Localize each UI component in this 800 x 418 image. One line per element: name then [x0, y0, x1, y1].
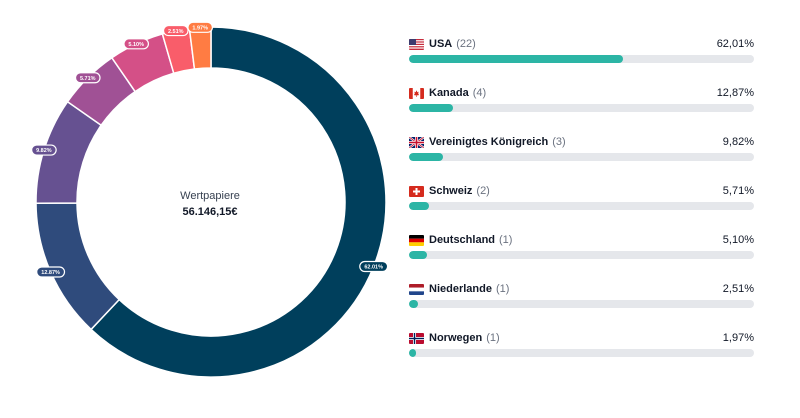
legend-row-schweiz[interactable]: Schweiz (2) 5,71%: [409, 177, 754, 226]
slice-label: 9.82%: [31, 144, 57, 156]
slice-label: 5.71%: [74, 72, 101, 84]
center-title: Wertpapiere: [180, 190, 240, 202]
slice-label: 1.97%: [187, 21, 214, 33]
progress-track: [409, 349, 754, 357]
legend-count: (3): [552, 136, 566, 148]
slice-label-text: 1.97%: [192, 26, 208, 32]
legend-row-uk[interactable]: Vereinigtes Königreich (3) 9,82%: [409, 128, 754, 177]
legend-percent: 62,01%: [716, 38, 754, 50]
germany-flag-icon: [409, 234, 424, 246]
legend-percent: 12,87%: [716, 87, 754, 99]
progress-track: [409, 202, 754, 210]
progress-fill: [409, 104, 454, 112]
legend-count: (2): [476, 185, 490, 197]
legend-name: Kanada: [429, 87, 469, 99]
slice-label-text: 9.82%: [36, 148, 52, 154]
progress-fill: [409, 55, 623, 63]
netherlands-flag-icon: [409, 283, 424, 295]
legend-name: Vereinigtes Königreich: [429, 136, 549, 148]
legend-count: (22): [456, 38, 476, 50]
legend-percent: 5,71%: [722, 185, 754, 197]
slice-label: 62.01%: [359, 260, 389, 273]
donut-slice-usa[interactable]: [90, 26, 387, 378]
progress-fill: [409, 202, 429, 210]
norway-flag-icon: [409, 332, 424, 344]
country-legend: USA (22) 62,01% Kanada (4) 12,87% Verein…: [409, 30, 754, 373]
legend-percent: 5,10%: [722, 234, 754, 246]
legend-name: Norwegen: [429, 332, 483, 344]
donut-chart: 62.01% 12.87% 9.82% 5.71% 5.10% 2.51% 1.97%: [31, 21, 389, 378]
legend-row-kanada[interactable]: Kanada (4) 12,87%: [409, 79, 754, 128]
progress-fill: [409, 153, 443, 161]
legend-row-deutschland[interactable]: Deutschland (1) 5,10%: [409, 226, 754, 275]
legend-count: (1): [499, 234, 513, 246]
slice-label-text: 2.51%: [168, 29, 184, 35]
legend-name: USA: [429, 38, 453, 50]
us-flag-icon: [409, 38, 424, 50]
legend-count: (1): [495, 283, 510, 295]
progress-fill: [409, 251, 427, 259]
legend-name: Deutschland: [429, 234, 496, 246]
progress-fill: [409, 300, 418, 308]
slice-label: 5.10%: [123, 38, 150, 50]
legend-row-niederlande[interactable]: Niederlande (1) 2,51%: [409, 275, 754, 324]
slice-label-text: 62.01%: [364, 265, 383, 271]
legend-percent: 9,82%: [722, 136, 754, 148]
progress-track: [409, 251, 754, 259]
progress-track: [409, 55, 754, 63]
progress-fill: [409, 349, 416, 357]
progress-track: [409, 300, 754, 308]
donut-slice-kanada[interactable]: [35, 202, 121, 331]
legend-count: (1): [486, 332, 500, 344]
legend-name: Niederlande: [429, 283, 492, 295]
legend-row-norwegen[interactable]: Norwegen (1) 1,97%: [409, 324, 754, 373]
uk-flag-icon: [409, 136, 424, 148]
progress-track: [409, 153, 754, 161]
slice-label-text: 5.71%: [80, 76, 96, 82]
legend-percent: 2,51%: [722, 283, 754, 295]
slice-label: 12.87%: [36, 266, 66, 278]
slice-label-text: 5.10%: [128, 42, 144, 48]
legend-name: Schweiz: [429, 185, 473, 197]
slice-label: 2.51%: [162, 24, 189, 37]
center-value: 56.146,15€: [182, 206, 238, 218]
canada-flag-icon: [409, 87, 424, 99]
legend-percent: 1,97%: [722, 332, 754, 344]
legend-row-usa[interactable]: USA (22) 62,01%: [409, 30, 754, 79]
progress-track: [409, 104, 754, 112]
legend-count: (4): [472, 87, 487, 99]
slice-label-text: 12.87%: [41, 270, 60, 276]
swiss-flag-icon: [409, 185, 424, 197]
